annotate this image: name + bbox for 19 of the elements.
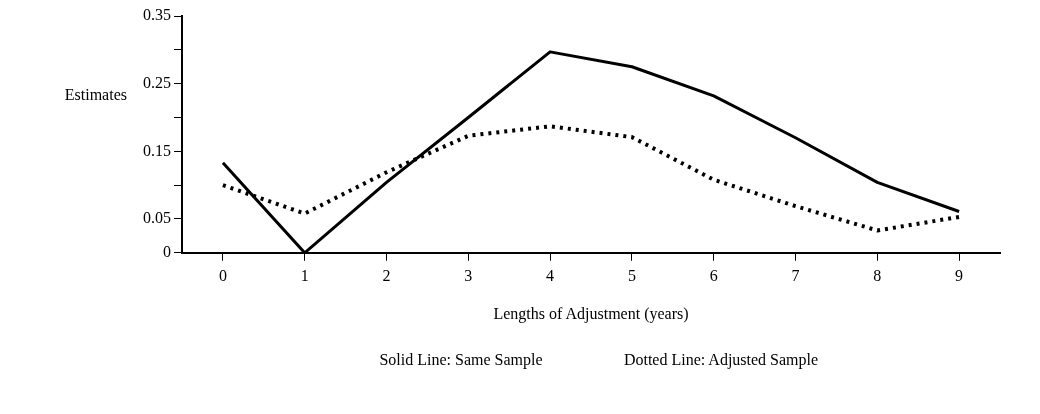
y-tick-label: 0.35 — [143, 6, 171, 24]
x-tick-label: 5 — [627, 266, 636, 284]
x-tick-label: 1 — [300, 266, 309, 284]
x-tick-label: 3 — [464, 266, 473, 284]
x-tick-label: 7 — [791, 266, 800, 284]
y-axis-title: Estimates — [64, 86, 127, 104]
text: Solid Line: Same Sample — [379, 351, 543, 369]
x-axis-title: Lengths of Adjustment (years) — [493, 305, 689, 323]
y-tick-label: 0 — [163, 243, 171, 260]
text: Dotted Line: Adjusted Sample — [623, 351, 819, 369]
x-tick-label: 2 — [382, 266, 391, 284]
x-tick-label: 9 — [955, 266, 964, 284]
y-tick-label: 0.25 — [143, 73, 171, 91]
y-tick-label: 0.15 — [143, 141, 171, 159]
x-tick-label: 6 — [709, 266, 718, 284]
y-tick-label: 0.05 — [143, 209, 171, 227]
x-tick-label: 0 — [218, 266, 227, 284]
x-tick-label: 8 — [873, 266, 882, 284]
x-tick-label: 4 — [546, 266, 555, 284]
